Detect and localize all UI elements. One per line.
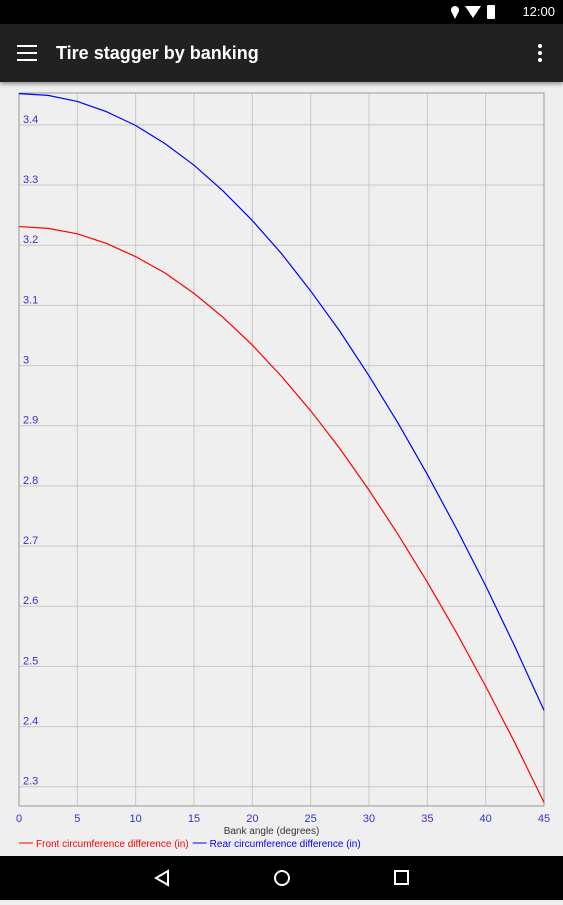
x-tick-label: 5 [74,813,80,825]
home-button[interactable] [274,870,290,886]
series-line [18,225,545,803]
status-icons [451,5,495,19]
x-tick-label: 10 [130,813,142,825]
nav-bar [0,856,563,900]
app-bar: Tire stagger by banking [0,24,563,82]
x-tick-label: 40 [480,813,492,825]
y-tick-label: 3.3 [23,174,38,186]
x-tick-label: 35 [421,813,433,825]
clock: 12:00 [522,4,555,19]
y-tick-label: 3.4 [23,114,38,126]
x-tick-label: 30 [363,813,375,825]
x-tick-label: 0 [16,813,22,825]
legend-label: Front circumference difference (in) [36,839,189,850]
x-tick-label: 45 [538,813,550,825]
overflow-menu[interactable] [528,41,552,65]
y-tick-label: 3 [23,355,29,367]
legend-label: Rear circumference difference (in) [210,839,361,850]
y-tick-label: 2.3 [23,776,38,788]
back-button[interactable] [154,869,169,887]
y-tick-label: 3.2 [23,234,38,246]
y-tick-label: 2.7 [23,535,38,547]
y-tick-label: 2.8 [23,475,38,487]
recents-button[interactable] [394,870,409,885]
y-tick-label: 2.6 [23,595,38,607]
y-tick-label: 2.5 [23,655,38,667]
x-tick-label: 25 [305,813,317,825]
status-bar: 12:00 [0,0,563,24]
chart: 0 5 10 15 20 25 30 35 40 45 2.3 2.4 2.5 2.6 2.7 2.8 2.9 3… [16,92,550,850]
series-line [18,93,545,711]
x-tick-label: 15 [188,813,200,825]
x-tick-label: 20 [246,813,258,825]
y-tick-label: 3.1 [23,294,38,306]
app-title: Tire stagger by banking [56,43,259,63]
y-tick-label: 2.9 [23,415,38,427]
x-axis-label: Bank angle (degrees) [224,826,320,837]
plot-border [18,92,545,807]
menu-button[interactable] [15,41,39,65]
y-tick-label: 2.4 [23,716,38,728]
nav-buttons [154,869,409,887]
